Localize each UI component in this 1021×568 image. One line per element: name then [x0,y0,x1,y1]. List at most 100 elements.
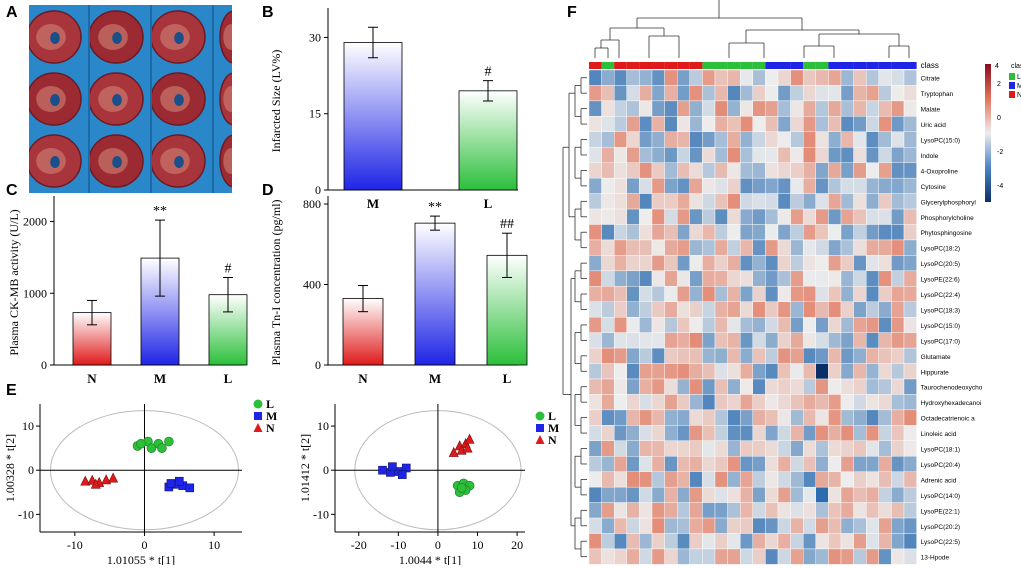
heatmap-cell [878,394,892,411]
heatmap-cell [614,286,628,302]
heatmap-cell [777,409,791,426]
heatmap-cell [702,193,716,210]
heatmap-cell [739,317,753,333]
heatmap-cell [739,286,753,302]
heatmap-cell [727,147,741,163]
point-L [164,436,174,447]
row-label: LysoPC(22:5) [921,539,961,546]
heatmap-cell [903,517,917,534]
heatmap-cell [853,131,867,148]
heatmap-cell [739,177,753,194]
heatmap-cell [777,100,791,117]
heatmap-cell [802,286,816,302]
heatmap-cell [651,270,665,287]
heatmap-cell [878,486,892,503]
heatmap-cell [840,85,854,102]
heatmap-cell [866,239,880,256]
heatmap-cell [651,440,665,457]
heatmap-cell [815,378,829,395]
heatmap-cell [815,486,829,503]
heatmap-cell [639,69,653,86]
heatmap-cell [702,147,716,163]
class-legend-swatch-M [1009,82,1015,89]
heatmap-cell [878,239,892,256]
heatmap-cell [752,440,766,457]
heatmap-cell [802,116,816,132]
heatmap-cell [903,301,917,318]
heatmap-cell [601,378,615,395]
point-N [462,442,473,453]
heatmap-cell [626,425,640,442]
heatmap-cell [689,517,703,534]
heart-slice-lumen [174,32,184,44]
heatmap-cell [601,85,615,102]
heatmap-cell [601,548,615,565]
heatmap-cell [853,147,867,163]
heatmap-cell [777,378,791,395]
heatmap-cell [714,332,728,349]
heatmap-cell [626,533,640,550]
y-tick-label: 0 [41,358,47,372]
y-axis-label: Plasma CK-MB activity (U/L) [7,209,21,355]
heatmap-cell [714,286,728,302]
heatmap-cell [689,301,703,318]
heatmap-cell [702,116,716,132]
heatmap-cell [777,517,791,534]
heatmap-cell [828,378,842,395]
heatmap-cell [588,131,602,148]
heatmap-cell [903,193,917,210]
heatmap-cell [601,162,615,179]
row-label: Glutamate [921,354,951,361]
heatmap-cell [853,208,867,225]
heatmap-cell [765,301,779,318]
row-label: LysoPC(15:0) [921,138,961,145]
infarct-size-bar-chart: 0 15 30 Infarcted Size (LV%) M # L [269,8,518,211]
heatmap-cell [828,147,842,163]
heatmap-cell [664,378,678,395]
heatmap-cell [664,486,678,503]
heatmap-cell [639,502,653,519]
point-N [90,478,101,489]
heatmap-cell [626,69,640,86]
colorbar-tick-label: 0 [997,115,1001,122]
heatmap-cell [853,548,867,565]
x-tick-label: M [429,371,441,386]
heatmap-cell [702,270,716,287]
heatmap-cell [878,517,892,534]
row-label: LysoPC(18:1) [921,447,961,454]
row-label: Octadecatrienoic a [921,416,976,423]
heatmap-cell [790,425,804,442]
heatmap-cell [601,363,615,380]
heatmap-cell [878,255,892,272]
heatmap-cell [689,363,703,380]
row-label: Phytosphingosine [921,230,973,237]
heatmap-cell [903,255,917,272]
heatmap-cell [614,270,628,287]
point-M [166,479,176,488]
panel-label-f: F [567,4,577,21]
heatmap-cell [903,378,917,395]
point-M [185,483,195,493]
heatmap-cell [614,456,628,472]
heatmap-cell [790,286,804,302]
heatmap-cell [878,131,892,148]
heatmap-cell [651,533,665,550]
heatmap-cell [878,347,892,364]
heatmap-cell [676,177,690,194]
heatmap-cell [866,378,880,395]
heatmap-cell [790,224,804,241]
x-tick-label: L [503,371,512,386]
heatmap-cell [765,363,779,380]
heatmap-cell [815,255,829,272]
heatmap-cell [815,100,829,117]
row-label: Tryptophan [921,91,954,98]
heatmap-cell [840,193,854,210]
heatmap-cell [626,224,640,241]
panel-label-b: B [262,4,274,21]
heatmap-cell [651,69,665,86]
row-label: LysoPC(22:4) [921,292,961,299]
heatmap-cell [639,347,653,364]
heatmap-cell [601,471,615,488]
heatmap-cell [903,286,917,302]
heatmap-cell [626,239,640,256]
